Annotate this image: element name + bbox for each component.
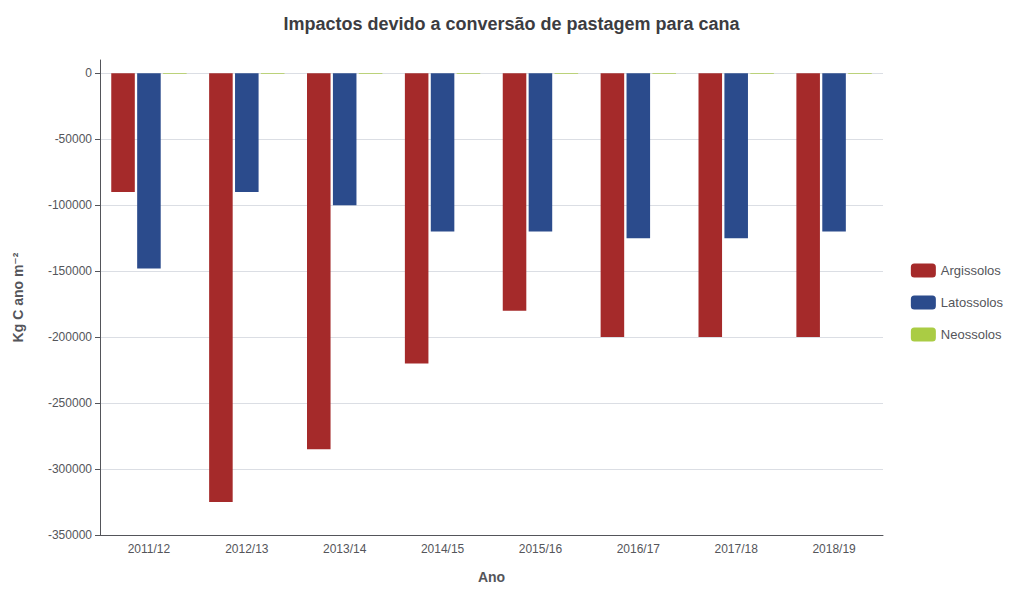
svg-text:2016/17: 2016/17 (617, 542, 661, 556)
svg-text:2014/15: 2014/15 (421, 542, 465, 556)
svg-text:2015/16: 2015/16 (519, 542, 563, 556)
svg-text:-250000: -250000 (48, 396, 92, 410)
svg-text:Ano: Ano (478, 569, 505, 585)
svg-text:-200000: -200000 (48, 330, 92, 344)
svg-text:Latossolos: Latossolos (941, 295, 1004, 310)
svg-text:-50000: -50000 (55, 132, 93, 146)
svg-text:Neossolos: Neossolos (941, 327, 1002, 342)
svg-text:2018/19: 2018/19 (812, 542, 856, 556)
svg-text:2011/12: 2011/12 (128, 542, 171, 556)
svg-text:2013/14: 2013/14 (323, 542, 367, 556)
svg-text:Argissolos: Argissolos (941, 263, 1001, 278)
svg-text:-150000: -150000 (48, 264, 92, 278)
svg-text:-350000: -350000 (48, 528, 92, 542)
svg-text:0: 0 (85, 66, 92, 80)
svg-text:Kg C ano m⁻²: Kg C ano m⁻² (10, 252, 26, 342)
svg-text:-100000: -100000 (48, 198, 92, 212)
svg-text:2017/18: 2017/18 (714, 542, 758, 556)
svg-text:2012/13: 2012/13 (225, 542, 269, 556)
svg-text:-300000: -300000 (48, 462, 92, 476)
svg-text:Impactos devido a conversão de: Impactos devido a conversão de pastagem … (283, 14, 740, 34)
